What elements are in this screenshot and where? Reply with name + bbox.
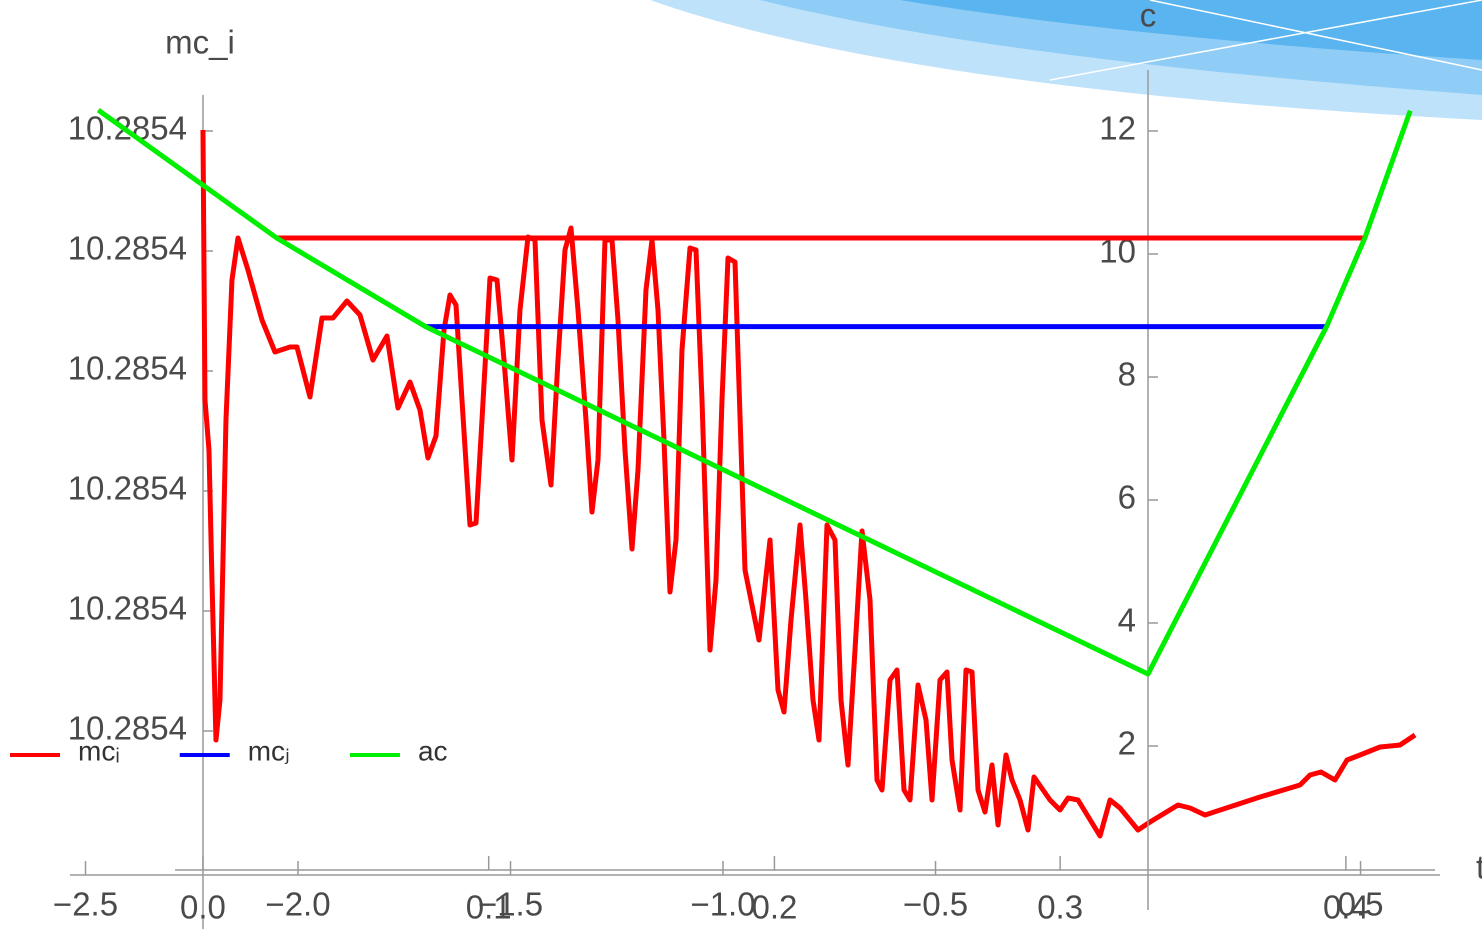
y-tick-label: 12 [1099,110,1136,147]
y-tick-label: 10.2854 [68,350,187,387]
y-tick-label: 6 [1118,479,1136,516]
y-tick-label: 4 [1118,602,1136,639]
background-decoration [650,0,1482,120]
y-tick-label: 10.2854 [68,470,187,507]
x-tick-label: 0.1 [466,889,512,926]
plot: 10.285410.285410.285410.285410.285410.28… [68,24,1435,929]
legend-label: ac [418,735,448,766]
series-line [96,108,1413,677]
y-axis-label: mc_i [165,24,235,61]
series-line [200,129,1417,839]
x-tick-label: 0.4 [1323,889,1369,926]
legend-label: mcᵢ [78,735,120,766]
x-tick-label: 0.5 [1338,886,1384,923]
y-tick-label: 8 [1118,356,1136,393]
y-tick-label: 2 [1118,725,1136,762]
x-tick-label: −2.5 [53,886,118,923]
x-tick-label: 0.0 [180,889,226,926]
legend: mcᵢ mcⱼ ac [10,735,448,766]
x-tick-label: −1.0 [690,886,755,923]
y-tick-label: 10.2854 [68,230,187,267]
x-tick-label: 0.2 [751,889,797,926]
x-tick-label: 0.3 [1037,889,1083,926]
x-tick-label: −1.5 [478,886,543,923]
legend-label: mcⱼ [248,735,290,766]
x-tick-label: −0.5 [903,886,968,923]
y-axis-label: c [1140,0,1157,34]
y-tick-label: 10.2854 [68,590,187,627]
y-tick-label: 10.2854 [68,710,187,747]
x-tick-label: −2.0 [265,886,330,923]
x-axis-label: t [1476,849,1482,886]
